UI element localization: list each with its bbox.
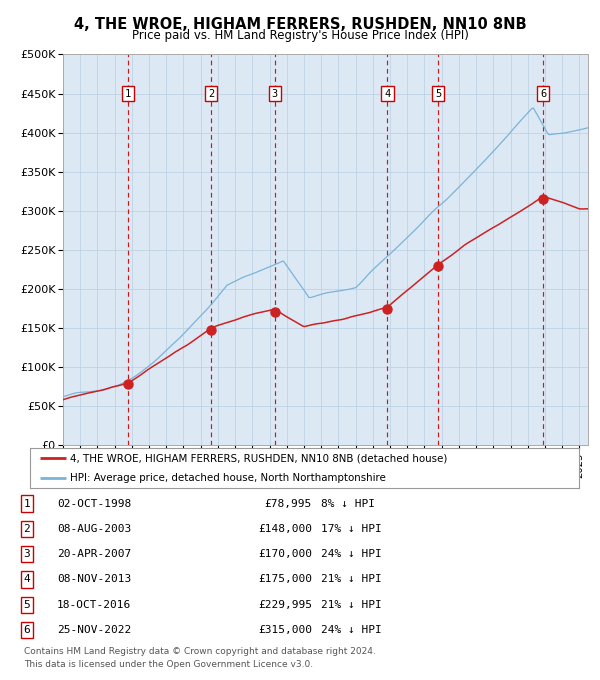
Text: 17% ↓ HPI: 17% ↓ HPI	[321, 524, 382, 534]
Text: 3: 3	[23, 549, 31, 559]
Text: 20-APR-2007: 20-APR-2007	[57, 549, 131, 559]
Text: £315,000: £315,000	[258, 625, 312, 635]
Text: 5: 5	[435, 88, 442, 99]
Text: 4, THE WROE, HIGHAM FERRERS, RUSHDEN, NN10 8NB: 4, THE WROE, HIGHAM FERRERS, RUSHDEN, NN…	[74, 17, 526, 32]
Text: 8% ↓ HPI: 8% ↓ HPI	[321, 498, 375, 509]
Text: 4: 4	[23, 575, 31, 584]
Text: 3: 3	[272, 88, 278, 99]
Text: 08-AUG-2003: 08-AUG-2003	[57, 524, 131, 534]
Text: 2: 2	[23, 524, 31, 534]
Text: £175,000: £175,000	[258, 575, 312, 584]
Text: 6: 6	[23, 625, 31, 635]
Text: 24% ↓ HPI: 24% ↓ HPI	[321, 625, 382, 635]
Text: 2: 2	[208, 88, 214, 99]
Text: £229,995: £229,995	[258, 600, 312, 610]
Text: £170,000: £170,000	[258, 549, 312, 559]
Text: 6: 6	[540, 88, 547, 99]
Text: 24% ↓ HPI: 24% ↓ HPI	[321, 549, 382, 559]
Text: 4: 4	[385, 88, 391, 99]
Text: 1: 1	[23, 498, 31, 509]
Text: 21% ↓ HPI: 21% ↓ HPI	[321, 575, 382, 584]
Text: 18-OCT-2016: 18-OCT-2016	[57, 600, 131, 610]
Text: This data is licensed under the Open Government Licence v3.0.: This data is licensed under the Open Gov…	[24, 660, 313, 668]
Text: Contains HM Land Registry data © Crown copyright and database right 2024.: Contains HM Land Registry data © Crown c…	[24, 647, 376, 656]
Text: 02-OCT-1998: 02-OCT-1998	[57, 498, 131, 509]
Text: £78,995: £78,995	[265, 498, 312, 509]
Text: 5: 5	[23, 600, 31, 610]
Text: 1: 1	[124, 88, 131, 99]
Text: 4, THE WROE, HIGHAM FERRERS, RUSHDEN, NN10 8NB (detached house): 4, THE WROE, HIGHAM FERRERS, RUSHDEN, NN…	[70, 454, 447, 463]
Text: Price paid vs. HM Land Registry's House Price Index (HPI): Price paid vs. HM Land Registry's House …	[131, 29, 469, 42]
Text: 21% ↓ HPI: 21% ↓ HPI	[321, 600, 382, 610]
Text: £148,000: £148,000	[258, 524, 312, 534]
Text: 08-NOV-2013: 08-NOV-2013	[57, 575, 131, 584]
Text: 25-NOV-2022: 25-NOV-2022	[57, 625, 131, 635]
Text: HPI: Average price, detached house, North Northamptonshire: HPI: Average price, detached house, Nort…	[70, 473, 385, 483]
